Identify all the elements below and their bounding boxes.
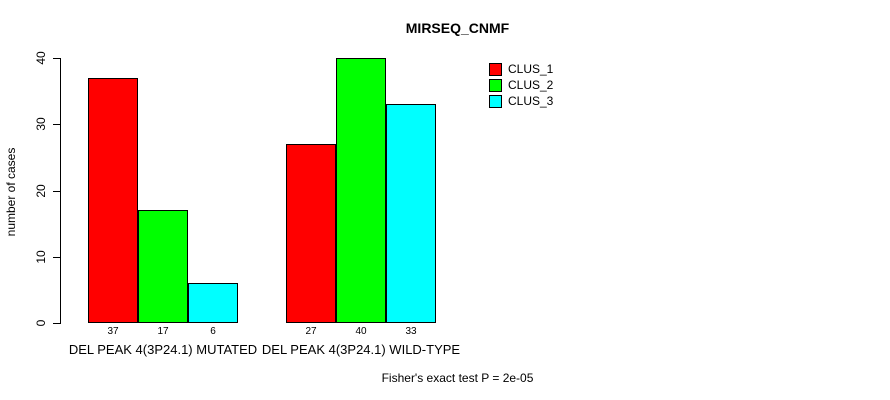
legend-swatch-clus-1 — [489, 63, 502, 76]
legend-item-clus-2: CLUS_2 — [489, 79, 553, 92]
legend: CLUS_1 CLUS_2 CLUS_3 — [489, 63, 553, 111]
y-axis-tick-label-0: 0 — [34, 319, 48, 327]
bar-clus-1-group-1 — [88, 78, 138, 323]
legend-label-clus-2: CLUS_2 — [508, 78, 554, 92]
bar-value-clus-1-group-1: 37 — [107, 326, 119, 337]
category-label-1: DEL PEAK 4(3P24.1) MUTATED — [68, 342, 258, 357]
bar-clus-1-group-2 — [286, 144, 336, 323]
y-axis-tick-0 — [53, 323, 60, 324]
legend-swatch-clus-2 — [489, 79, 502, 92]
bar-value-clus-1-group-2: 27 — [305, 326, 317, 337]
y-axis-tick-label-30: 30 — [34, 117, 48, 131]
bar-clus-2-group-2 — [336, 58, 386, 323]
y-axis-label: number of cases — [4, 147, 18, 237]
legend-swatch-clus-3 — [489, 95, 502, 108]
chart-title: MIRSEQ_CNMF — [405, 20, 510, 36]
y-axis-line — [60, 58, 61, 324]
legend-label-clus-1: CLUS_1 — [508, 62, 554, 76]
bar-clus-3-group-1 — [188, 283, 238, 323]
bar-clus-3-group-2 — [386, 104, 436, 323]
y-axis-tick-label-40: 40 — [34, 51, 48, 65]
y-axis-tick-label-10: 10 — [34, 250, 48, 264]
legend-label-clus-3: CLUS_3 — [508, 94, 554, 108]
y-axis-tick-20 — [53, 191, 60, 192]
legend-item-clus-1: CLUS_1 — [489, 63, 553, 76]
y-axis-tick-30 — [53, 124, 60, 125]
bar-value-clus-3-group-1: 6 — [210, 326, 216, 337]
y-axis-tick-10 — [53, 257, 60, 258]
bar-clus-2-group-1 — [138, 210, 188, 323]
bar-value-clus-3-group-2: 33 — [405, 326, 417, 337]
category-label-2: DEL PEAK 4(3P24.1) WILD-TYPE — [261, 342, 461, 357]
y-axis-tick-40 — [53, 58, 60, 59]
bar-value-clus-2-group-1: 17 — [157, 326, 169, 337]
legend-item-clus-3: CLUS_3 — [489, 95, 553, 108]
bar-value-clus-2-group-2: 40 — [355, 326, 367, 337]
annotation-fishers-test: Fisher's exact test P = 2e-05 — [381, 371, 534, 385]
y-axis-tick-label-20: 20 — [34, 184, 48, 198]
